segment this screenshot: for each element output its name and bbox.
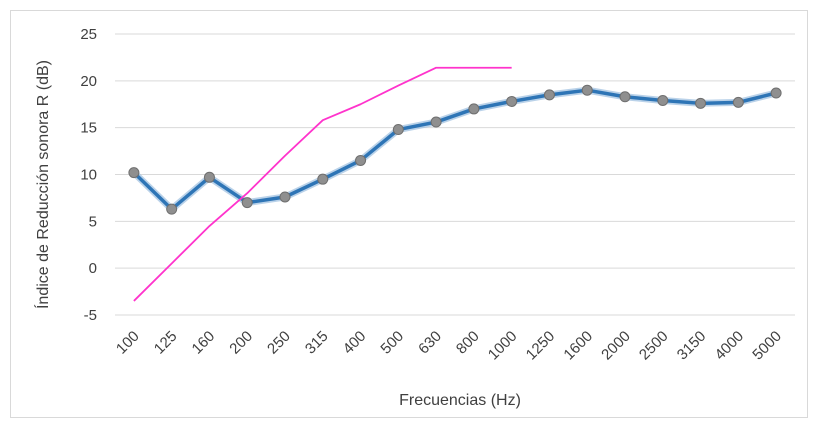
series-1-line <box>132 88 777 211</box>
y-axis-title: Índice de Reducción sonora R (dB) <box>33 60 52 309</box>
series-1-point <box>355 154 367 166</box>
x-tick-label: 5000 <box>749 328 785 364</box>
x-tick-label: 800 <box>453 328 483 358</box>
y-tick-labels: -5 0 5 10 15 20 25 <box>80 26 97 324</box>
series-1-point <box>317 173 329 185</box>
series-1-point <box>732 96 744 108</box>
series-1-point <box>695 97 707 109</box>
x-tick-label: 3150 <box>674 328 710 364</box>
series-2 <box>133 66 512 302</box>
x-tick-label: 200 <box>226 328 256 358</box>
series-1-point <box>279 191 291 203</box>
x-tick-label: 2000 <box>598 328 634 364</box>
x-tick-label: 160 <box>189 328 219 358</box>
series-1-point <box>392 124 404 136</box>
series-1-point <box>203 171 215 183</box>
y-tick-label: 20 <box>80 73 97 90</box>
x-tick-label: 315 <box>302 328 332 358</box>
x-tick-label: 1250 <box>523 328 559 364</box>
x-tick-label: 2500 <box>636 328 672 364</box>
x-tick-label: 100 <box>113 328 143 358</box>
grid-lines <box>115 33 795 316</box>
x-tick-labels: 100 125 160 200 250 315 400 500 630 800 1000 1250 16… <box>113 328 785 364</box>
x-tick-label: 125 <box>151 328 181 358</box>
y-tick-label: 25 <box>80 26 97 43</box>
series-1 <box>128 84 782 215</box>
series-1-point <box>430 116 442 128</box>
x-tick-label: 630 <box>415 328 445 358</box>
x-tick-label: 400 <box>340 328 370 358</box>
y-tick-label: -5 <box>84 307 97 324</box>
y-tick-label: 15 <box>80 120 97 137</box>
y-tick-label: 5 <box>89 213 97 230</box>
series-1-point <box>619 91 631 103</box>
series-1-point <box>128 167 140 179</box>
series-1-point <box>166 203 178 215</box>
series-1-point <box>657 95 669 107</box>
x-tick-label: 500 <box>377 328 407 358</box>
chart-frame <box>10 10 808 418</box>
series-2-line <box>133 66 512 302</box>
y-tick-label: 0 <box>89 260 97 277</box>
series-1-point <box>506 95 518 107</box>
x-axis-title: Frecuencias (Hz) <box>399 392 521 409</box>
x-tick-label: 250 <box>264 328 294 358</box>
y-tick-label: 10 <box>80 167 97 184</box>
series-1-point <box>770 87 782 99</box>
x-tick-label: 1600 <box>560 328 596 364</box>
x-tick-label: 4000 <box>712 328 748 364</box>
series-1-point <box>241 197 253 209</box>
x-tick-label: 1000 <box>485 328 521 364</box>
series-1-point <box>581 84 593 96</box>
series-1-point <box>543 89 555 101</box>
series-1-point <box>468 103 480 115</box>
